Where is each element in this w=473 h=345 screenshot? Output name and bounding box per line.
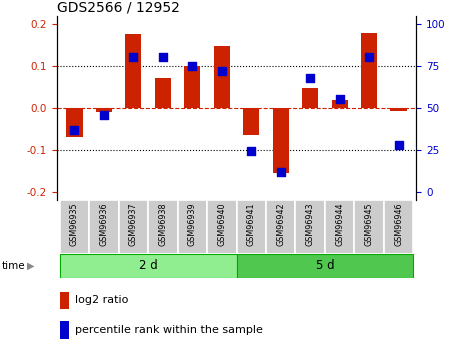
Point — [247, 149, 255, 154]
Bar — [89, 200, 119, 254]
Bar — [361, 33, 377, 108]
Bar — [272, 108, 289, 173]
Bar — [243, 108, 259, 135]
Point — [395, 142, 403, 148]
Bar — [61, 292, 70, 309]
Text: time: time — [2, 261, 26, 270]
Bar — [61, 321, 70, 339]
Bar — [296, 200, 325, 254]
Point — [336, 97, 343, 102]
Text: ▶: ▶ — [26, 261, 34, 270]
Point — [365, 55, 373, 60]
Text: GSM96944: GSM96944 — [335, 203, 344, 246]
Bar — [125, 34, 141, 108]
Text: GDS2566 / 12952: GDS2566 / 12952 — [57, 0, 180, 14]
Text: GSM96936: GSM96936 — [99, 203, 108, 246]
Bar — [148, 200, 177, 254]
Bar — [66, 108, 83, 137]
Point — [277, 169, 284, 174]
Point — [307, 75, 314, 80]
Bar — [60, 200, 89, 254]
Text: GSM96943: GSM96943 — [306, 203, 315, 246]
Bar — [177, 200, 207, 254]
Point — [70, 127, 78, 132]
Bar — [384, 200, 413, 254]
Bar — [155, 78, 171, 108]
Text: GSM96946: GSM96946 — [394, 203, 403, 246]
Point — [159, 55, 166, 60]
Text: GSM96940: GSM96940 — [217, 203, 226, 246]
Point — [100, 112, 108, 117]
Text: 2 d: 2 d — [139, 259, 158, 272]
Bar — [60, 254, 236, 278]
Bar — [119, 200, 148, 254]
Bar — [266, 200, 296, 254]
Bar — [302, 88, 318, 108]
Point — [218, 68, 226, 74]
Text: GSM96942: GSM96942 — [276, 203, 285, 246]
Bar — [184, 66, 201, 108]
Bar — [325, 200, 354, 254]
Bar — [236, 200, 266, 254]
Text: GSM96939: GSM96939 — [188, 203, 197, 246]
Bar — [214, 46, 230, 108]
Text: percentile rank within the sample: percentile rank within the sample — [75, 325, 263, 335]
Bar — [390, 108, 407, 111]
Text: GSM96935: GSM96935 — [70, 203, 79, 246]
Point — [189, 63, 196, 69]
Text: GSM96938: GSM96938 — [158, 203, 167, 246]
Text: 5 d: 5 d — [315, 259, 334, 272]
Point — [130, 55, 137, 60]
Text: GSM96945: GSM96945 — [365, 203, 374, 246]
Bar — [96, 108, 112, 112]
Bar — [236, 254, 413, 278]
Bar — [207, 200, 236, 254]
Text: log2 ratio: log2 ratio — [75, 296, 128, 305]
Bar — [332, 100, 348, 108]
Text: GSM96941: GSM96941 — [247, 203, 256, 246]
Bar — [354, 200, 384, 254]
Text: GSM96937: GSM96937 — [129, 203, 138, 246]
